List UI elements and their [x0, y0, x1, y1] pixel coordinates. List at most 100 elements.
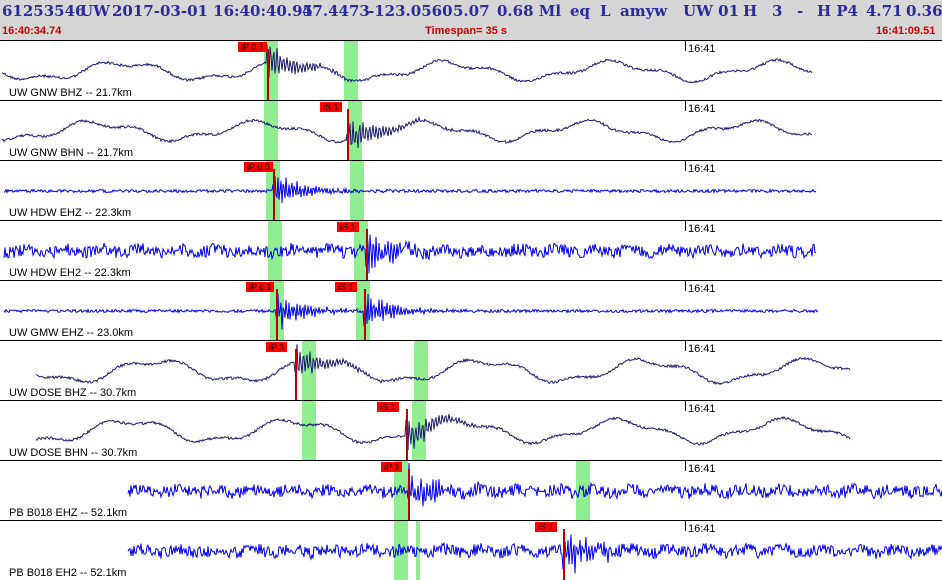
waveform-canvas [3, 281, 819, 340]
channel-label: UW GMW EHZ -- 23.0km [9, 327, 134, 339]
minute-tick-label: 16:41 [688, 463, 716, 475]
phase-pick-flag[interactable]: iP d 0 [244, 162, 273, 172]
pick-window-band [394, 461, 408, 520]
phase-pick-flag[interactable]: iS 1 [377, 402, 399, 412]
minute-tick [685, 401, 686, 411]
phase-pick-flag[interactable]: iP 1 [266, 342, 288, 352]
minute-tick [685, 521, 686, 531]
minute-tick [685, 341, 686, 351]
minute-tick-label: 16:41 [688, 163, 716, 175]
phase-pick-line[interactable] [408, 469, 410, 520]
trace-panel[interactable]: 16:41 iP d 0 UW HDW EHZ -- 22.3km [0, 160, 942, 220]
seismogram-trace [35, 414, 851, 451]
waveform-canvas [35, 401, 851, 460]
phase-pick-flag[interactable]: iS 1 [320, 102, 342, 112]
phase-pick-flag[interactable]: iP 1 [381, 462, 403, 472]
waveform-canvas [1, 101, 813, 160]
event-header: 61253546 UW 2017-03-01 16:40:40.95 47.44… [0, 0, 942, 40]
count-value: 3 [772, 2, 783, 20]
magnitude: 0.68 Ml [497, 2, 562, 20]
pick-window-band [394, 521, 408, 580]
phase-pick-line[interactable] [267, 49, 269, 100]
phase-pick-flag[interactable]: iP 0.1 [238, 42, 267, 52]
event-id: 61253546 [2, 2, 86, 20]
phase-pick-flag[interactable]: iS 1 [535, 522, 557, 532]
pick-window-band [354, 221, 368, 280]
phase-pick-line[interactable] [563, 529, 565, 580]
phase-pick-line[interactable] [406, 409, 408, 460]
seismogram-trace [35, 344, 851, 386]
pick-window-band [356, 281, 370, 340]
pick-window-band [416, 521, 420, 580]
minute-tick-label: 16:41 [688, 523, 716, 535]
waveform-canvas [35, 341, 851, 400]
seismogram-trace [3, 176, 817, 204]
seismogram-trace [127, 534, 942, 574]
pick-window-band [302, 401, 316, 460]
seismogram-trace [1, 115, 813, 155]
minute-tick [685, 161, 686, 171]
phase-pick-line[interactable] [276, 289, 278, 340]
longitude: -123.0560 [368, 2, 453, 20]
minute-tick-label: 16:41 [688, 403, 716, 415]
region-code: UW 01 [683, 2, 740, 20]
phase-pick-line[interactable] [347, 109, 349, 160]
origin-time: 2017-03-01 16:40:40.95 [112, 2, 313, 20]
author: amyw [620, 2, 668, 20]
depth: 5.07 [453, 2, 490, 20]
pick-window-band [414, 341, 428, 400]
trace-panel[interactable]: 16:41 iS 1 UW DOSE BHN -- 30.7km [0, 400, 942, 460]
minute-tick-label: 16:41 [688, 223, 716, 235]
trace-panel[interactable]: 16:41 iP c 1 iS 1 UW GMW EHZ -- 23.0km [0, 280, 942, 340]
trace-panel[interactable]: 16:41 iP 1 PB B018 EHZ -- 52.1km [0, 460, 942, 520]
source-code: L [600, 2, 611, 20]
minute-tick [685, 281, 686, 291]
waveform-canvas [1, 41, 813, 100]
end-time: 16:41:09.51 [876, 25, 936, 37]
timespan: Timespan= 35 s [425, 25, 508, 37]
phase-pick-flag[interactable]: iS 1 [337, 222, 359, 232]
phase-pick-flag[interactable]: iS 1 [335, 282, 357, 292]
event-summary-line: 61253546 UW 2017-03-01 16:40:40.95 47.44… [0, 2, 942, 26]
waveform-canvas [3, 221, 817, 280]
minute-tick [685, 41, 686, 51]
channel-label: UW GNW BHN -- 21.7km [9, 147, 134, 159]
minute-tick-label: 16:41 [688, 43, 716, 55]
pick-window-band [268, 221, 282, 280]
trace-panel[interactable]: 16:41 iS 1 PB B018 EH2 -- 52.1km [0, 520, 942, 580]
minute-tick [685, 101, 686, 111]
seismogram-trace [127, 462, 942, 507]
phase-pick-line[interactable] [273, 169, 275, 220]
solution-flag: H P4 [817, 2, 859, 20]
trace-panel[interactable]: 16:41 iP 0.1 UW GNW BHZ -- 21.7km [0, 40, 942, 100]
phase-pick-line[interactable] [295, 349, 297, 400]
channel-label: PB B018 EH2 -- 52.1km [9, 567, 127, 579]
pick-window-band [264, 101, 278, 160]
waveform-canvas [127, 521, 942, 580]
trace-panel[interactable]: 16:41 iP 1 UW DOSE BHZ -- 30.7km [0, 340, 942, 400]
phase-pick-line[interactable] [364, 289, 366, 340]
channel-label: PB B018 EHZ -- 52.1km [9, 507, 127, 519]
minute-tick-label: 16:41 [688, 283, 716, 295]
trace-panel[interactable]: 16:41 iS 1 UW HDW EH2 -- 22.3km [0, 220, 942, 280]
event-type: eq [570, 2, 591, 20]
channel-label: UW DOSE BHZ -- 30.7km [9, 387, 137, 399]
dash-separator: - [797, 2, 804, 20]
waveform-canvas [127, 461, 942, 520]
minute-tick [685, 221, 686, 231]
seismogram-trace [3, 293, 819, 330]
channel-label: UW DOSE BHN -- 30.7km [9, 447, 138, 459]
phase-pick-line[interactable] [366, 229, 368, 280]
seismogram-trace [3, 230, 817, 274]
quality-flag: H [743, 2, 758, 20]
phase-pick-flag[interactable]: iP c 1 [246, 282, 275, 292]
channel-label: UW HDW EH2 -- 22.3km [9, 267, 131, 279]
channel-label: UW GNW BHZ -- 21.7km [9, 87, 132, 99]
minute-tick-label: 16:41 [688, 103, 716, 115]
channel-label: UW HDW EHZ -- 22.3km [9, 207, 132, 219]
start-time: 16:40:34.74 [2, 25, 62, 37]
trace-panel[interactable]: 16:41 iS 1 UW GNW BHN -- 21.7km [0, 100, 942, 160]
time-range-line: 16:40:34.74 Timespan= 35 s 16:41:09.51 [0, 25, 942, 39]
value-b: 0.36 [906, 2, 942, 20]
